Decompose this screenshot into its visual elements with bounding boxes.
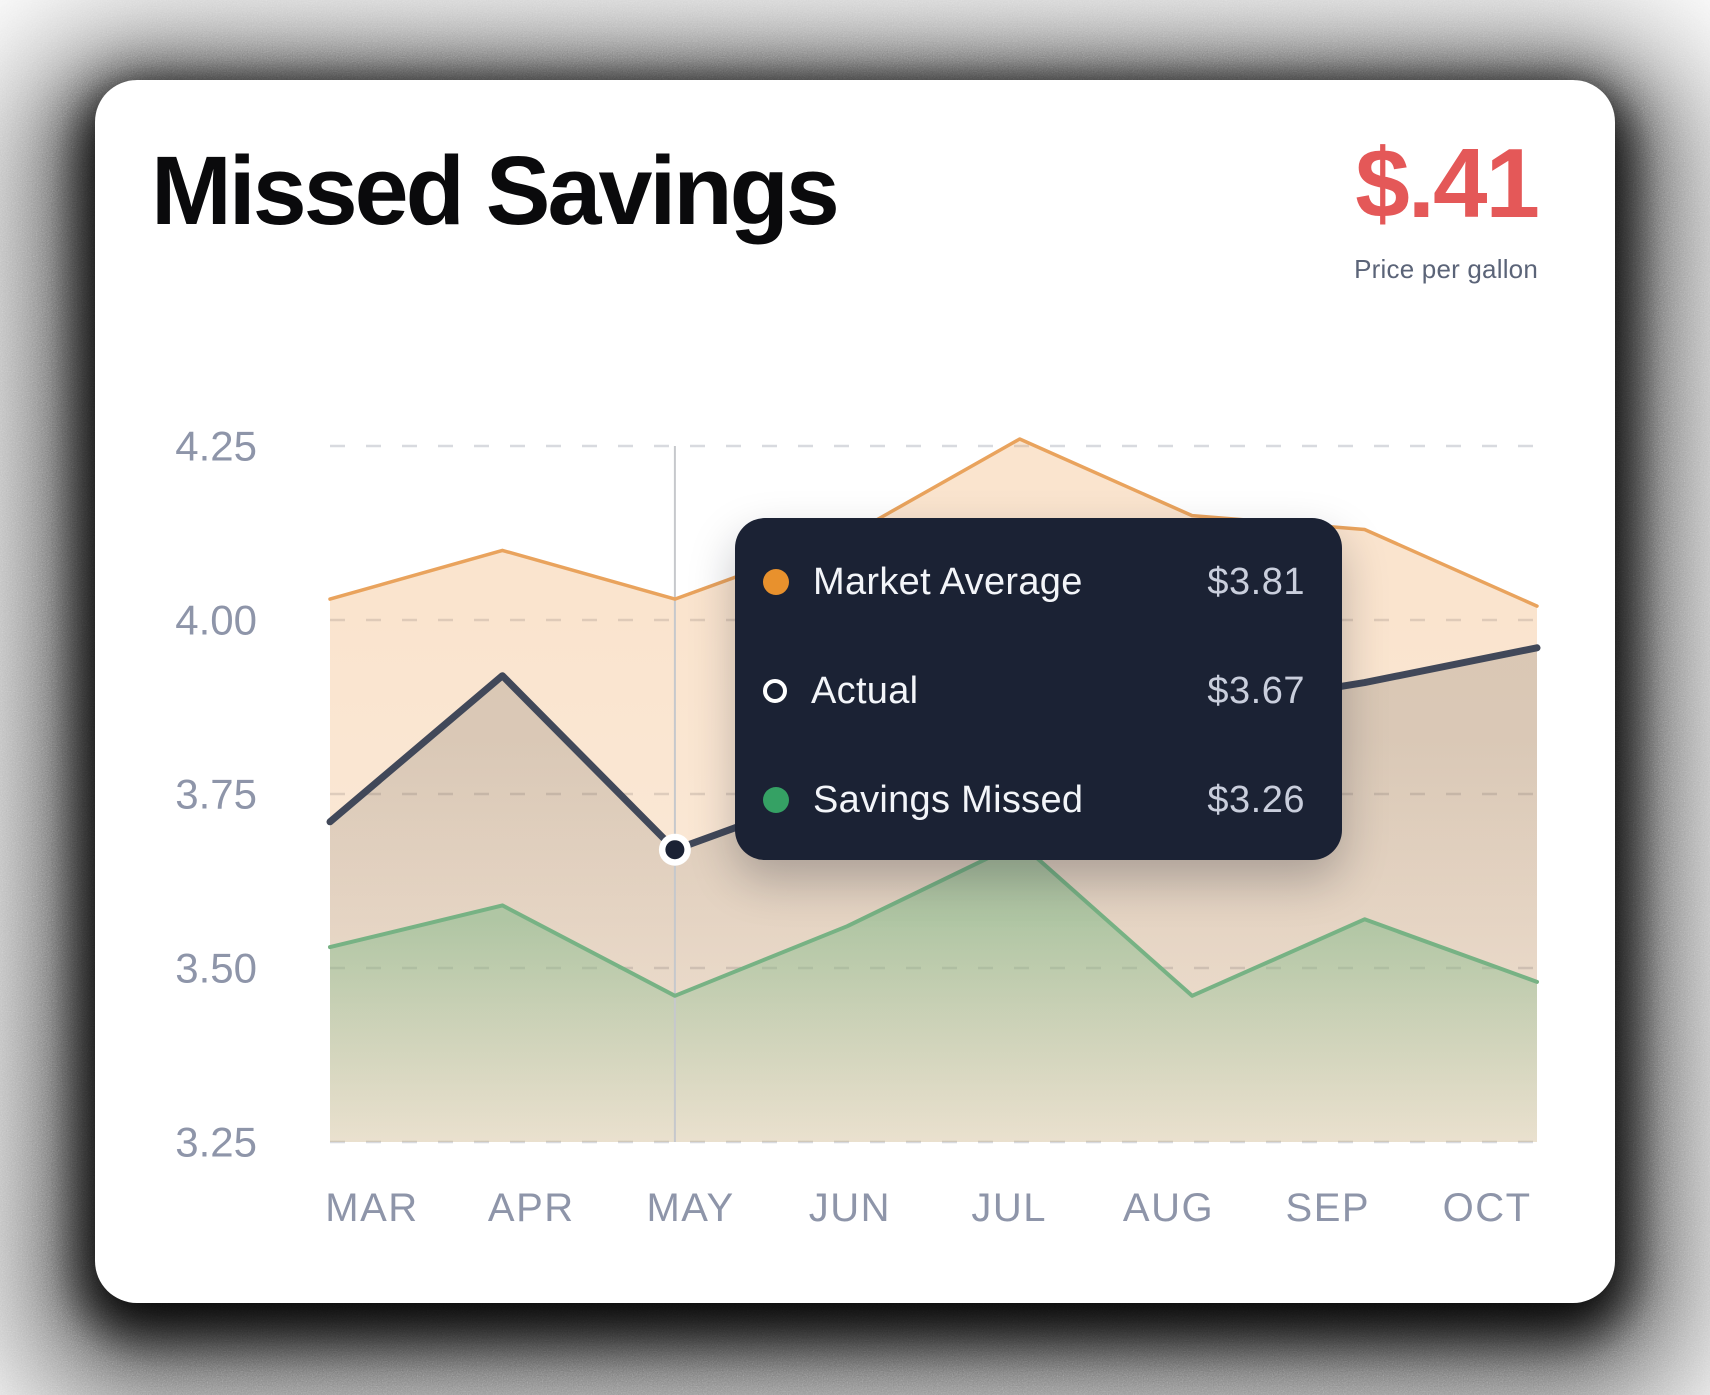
market_average-line — [328, 437, 1539, 608]
savings_missed-line — [328, 840, 1539, 998]
page-title: Missed Savings — [151, 136, 840, 245]
tooltip-row-market-average: Market Average $3.81 — [763, 542, 1305, 622]
x-axis-tick: MAR — [325, 1186, 418, 1230]
tooltip-series-label: Market Average — [813, 560, 1083, 603]
x-axis-labels: MAR APR MAY JUN JUL AUG SEP OCT — [325, 1186, 1532, 1230]
x-axis-tick: JUN — [809, 1186, 891, 1230]
tooltip-series-value: $3.26 — [1207, 778, 1305, 821]
x-axis-tick: JUL — [971, 1186, 1047, 1230]
green-filled-dot-icon — [763, 787, 789, 813]
y-axis-tick: 3.75 — [175, 771, 257, 818]
tooltip-series-value: $3.81 — [1207, 560, 1305, 603]
y-axis-tick: 3.50 — [175, 945, 257, 992]
chart-tooltip: Market Average $3.81 Actual $3.67 Saving… — [735, 518, 1342, 860]
price-caption: Price per gallon — [1354, 254, 1538, 284]
orange-filled-dot-icon — [763, 569, 789, 595]
savings_missed-area — [330, 842, 1537, 1142]
tooltip-row-savings-missed: Savings Missed $3.26 — [763, 760, 1305, 840]
x-axis-tick: OCT — [1443, 1186, 1532, 1230]
x-axis-tick: APR — [488, 1186, 575, 1230]
tooltip-series-label: Savings Missed — [813, 778, 1084, 821]
price-summary: $.41 Price per gallon — [1354, 128, 1540, 285]
y-axis-tick: 4.00 — [175, 597, 257, 644]
y-axis-tick: 3.25 — [175, 1119, 257, 1166]
y-axis-tick: 4.25 — [175, 423, 257, 470]
hover-marker[interactable] — [658, 833, 691, 866]
tooltip-row-actual: Actual $3.67 — [763, 651, 1305, 731]
white-hollow-dot-icon — [763, 679, 787, 703]
missed-savings-price: $.41 — [1355, 128, 1540, 238]
tooltip-series-label: Actual — [811, 669, 919, 712]
tooltip-series-value: $3.67 — [1207, 669, 1305, 712]
missed-savings-card: Missed Savings $.41 Price per gallon 4.2… — [95, 80, 1615, 1303]
x-axis-tick: SEP — [1286, 1186, 1371, 1230]
x-axis-tick: AUG — [1123, 1186, 1214, 1230]
x-axis-tick: MAY — [646, 1186, 734, 1230]
